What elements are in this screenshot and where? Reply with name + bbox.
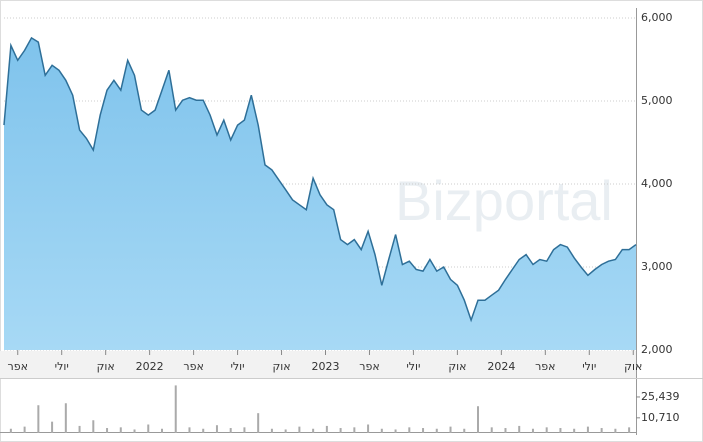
volume-bar xyxy=(614,428,617,433)
volume-bar xyxy=(422,428,425,433)
volume-bar xyxy=(133,429,136,433)
volume-bar xyxy=(92,420,95,433)
volume-bar xyxy=(37,405,40,433)
volume-bar xyxy=(394,429,397,433)
x-tick-label: 2022 xyxy=(136,360,164,373)
volume-bar xyxy=(202,428,205,433)
x-tick-label: אפר xyxy=(8,360,28,373)
x-axis-band xyxy=(0,351,636,378)
volume-bar xyxy=(490,427,493,433)
volume-bar xyxy=(298,426,301,433)
x-tick-label: אוק xyxy=(97,360,115,373)
x-tick-label: יולי xyxy=(55,360,69,373)
x-tick-label: 2023 xyxy=(311,360,339,373)
y-tick-label: 4,000 xyxy=(641,177,673,190)
volume-bar xyxy=(380,428,383,433)
volume-bar xyxy=(106,428,109,433)
volume-bar xyxy=(518,425,521,433)
price-area xyxy=(4,37,636,351)
volume-bar xyxy=(408,427,411,433)
y-tick-label: 5,000 xyxy=(641,94,673,107)
volume-bar xyxy=(559,428,562,433)
volume-bar xyxy=(435,428,438,433)
volume-bar xyxy=(147,424,150,433)
volume-bar xyxy=(215,425,218,433)
volume-bar xyxy=(23,426,26,433)
volume-bar xyxy=(504,428,507,433)
y-tick-label: 2,000 xyxy=(641,343,673,356)
volume-bar xyxy=(339,428,342,433)
volume-bar xyxy=(463,428,466,433)
watermark: Bizportal xyxy=(395,169,613,232)
x-tick-label: יולי xyxy=(582,360,596,373)
volume-bar xyxy=(284,429,287,433)
x-tick-label: אוק xyxy=(448,360,466,373)
x-tick-label: יולי xyxy=(406,360,420,373)
volume-bar xyxy=(600,428,603,433)
x-tick-label: אוק xyxy=(624,360,642,373)
x-tick-label: 2024 xyxy=(487,360,515,373)
volume-bar xyxy=(477,406,479,433)
volume-bar xyxy=(573,428,576,433)
x-tick-label: אפר xyxy=(183,360,203,373)
y-tick-label: 25,439 xyxy=(641,390,680,403)
x-tick-label: יולי xyxy=(230,360,244,373)
volume-bar xyxy=(325,425,328,433)
y-tick-label: 3,000 xyxy=(641,260,673,273)
volume-bar xyxy=(174,385,177,433)
volume-bar xyxy=(353,427,356,433)
volume-bar xyxy=(161,428,163,433)
volume-bar xyxy=(545,427,548,433)
y-tick-label: 10,710 xyxy=(641,411,680,424)
x-tick-label: אוק xyxy=(272,360,290,373)
volume-bar xyxy=(243,427,246,433)
x-tick-label: אפר xyxy=(359,360,379,373)
volume-bar xyxy=(586,426,589,433)
volume-bar xyxy=(312,428,315,433)
volume-bar xyxy=(51,421,54,433)
volume-bar xyxy=(531,428,534,433)
volume-bar xyxy=(119,427,122,433)
y-tick-label: 6,000 xyxy=(641,11,673,24)
volume-bar xyxy=(367,424,370,433)
price-line xyxy=(3,36,637,323)
volume-bar xyxy=(257,413,260,433)
volume-bar xyxy=(78,425,81,433)
volume-bar xyxy=(449,426,452,433)
x-tick-label: אפר xyxy=(535,360,555,373)
volume-bar xyxy=(229,428,232,433)
volume-bar xyxy=(9,428,12,433)
volume-bar xyxy=(64,403,67,433)
volume-bar xyxy=(628,427,631,433)
volume-bar xyxy=(270,428,273,433)
volume-bar xyxy=(188,427,191,433)
